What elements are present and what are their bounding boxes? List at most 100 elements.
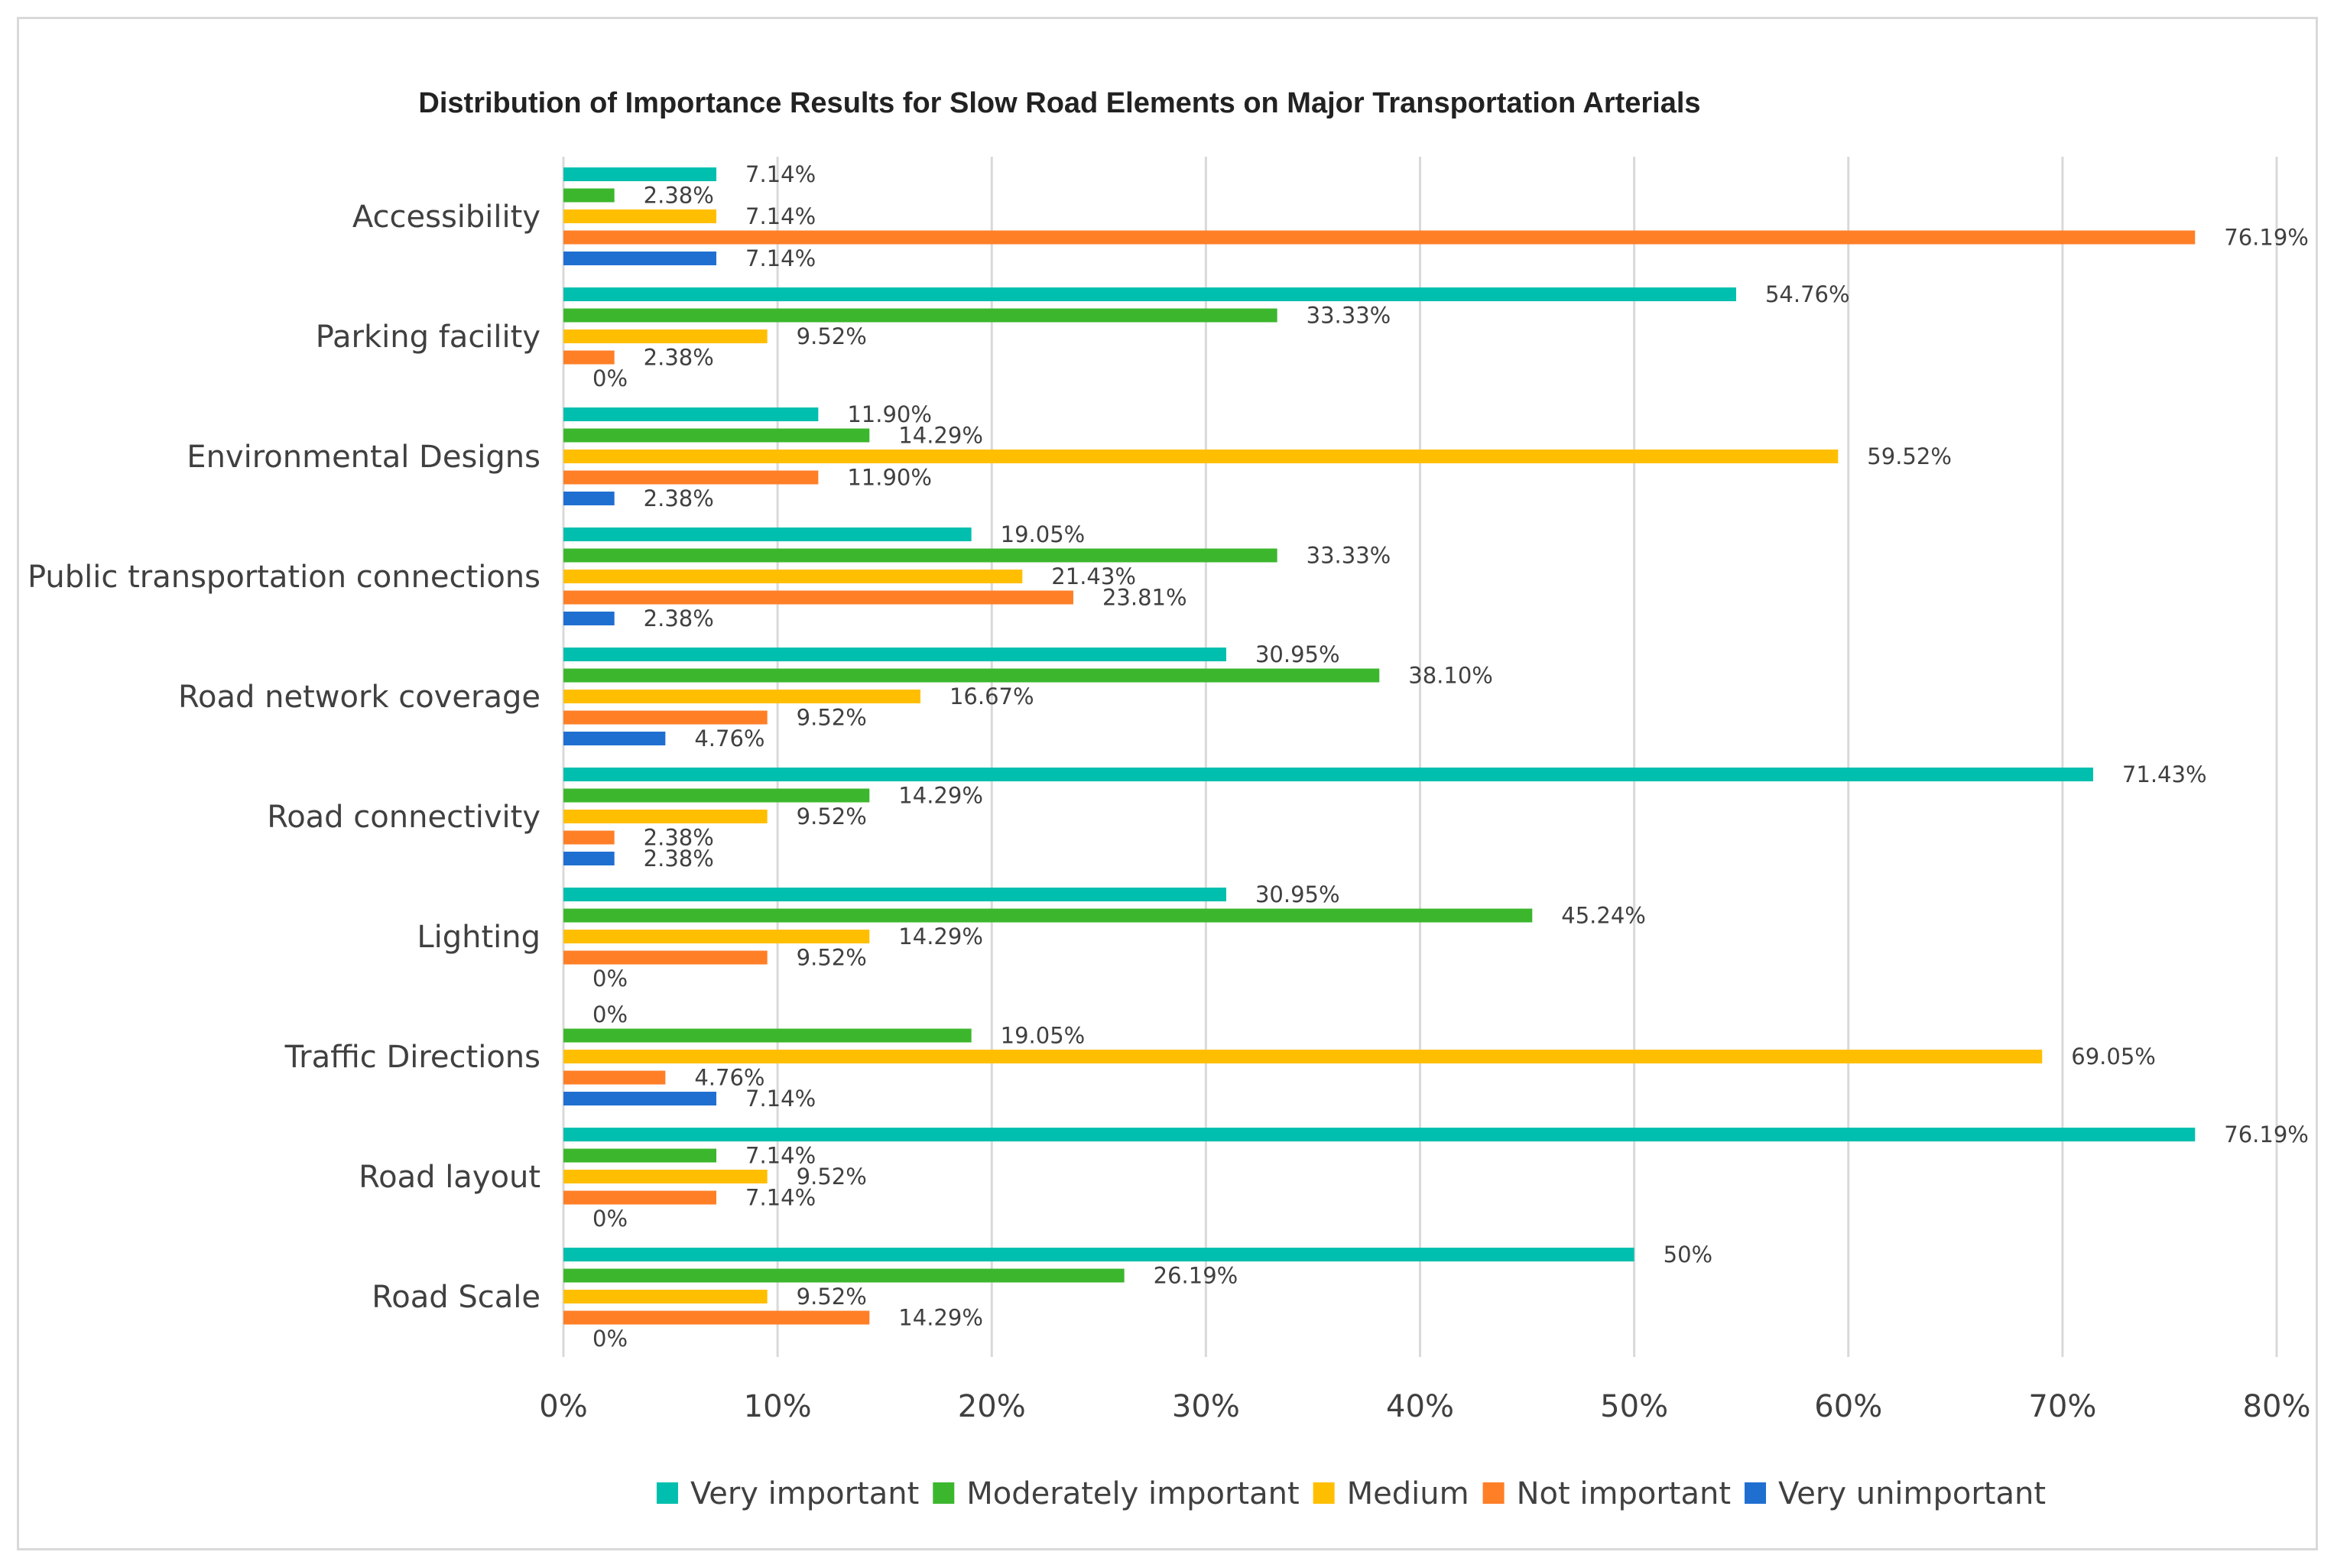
bar-moderately-important-road-layout bbox=[563, 1148, 717, 1163]
bar-medium-environmental-designs bbox=[563, 450, 1839, 463]
x-tick-label: 0% bbox=[539, 1389, 587, 1424]
bar-medium-road-network-coverage bbox=[563, 690, 920, 703]
data-label: 7.14% bbox=[745, 161, 816, 187]
bar-medium-accessibility bbox=[563, 209, 717, 223]
data-label: 14.29% bbox=[898, 423, 983, 449]
legend-label-moderately-important: Moderately important bbox=[966, 1476, 1299, 1511]
bar-not-important-road-scale bbox=[563, 1310, 870, 1325]
category-label-road-network-coverage: Road network coverage bbox=[178, 680, 540, 715]
bar-moderately-important-road-scale bbox=[563, 1268, 1125, 1283]
data-label: 76.19% bbox=[2224, 225, 2309, 251]
bar-medium-lighting bbox=[563, 930, 870, 943]
bar-moderately-important-lighting bbox=[563, 908, 1533, 923]
data-label: 7.14% bbox=[745, 1086, 816, 1112]
data-label: 0% bbox=[592, 1326, 628, 1352]
bar-very-important-parking-facility bbox=[563, 287, 1736, 301]
data-label: 16.67% bbox=[950, 683, 1034, 709]
bar-not-important-environmental-designs bbox=[563, 470, 819, 485]
x-tick-label: 20% bbox=[958, 1389, 1026, 1424]
data-label: 19.05% bbox=[1001, 1023, 1086, 1049]
data-label: 7.14% bbox=[745, 1143, 816, 1169]
x-axis-ticks: 0% 10% 20% 30% 40% 50% 60% 70% 80% bbox=[539, 1389, 2310, 1424]
category-label-road-layout: Road layout bbox=[359, 1160, 540, 1195]
x-tick-label: 50% bbox=[1600, 1389, 1668, 1424]
bar-moderately-important-public-transportation-connections bbox=[563, 548, 1277, 563]
data-label: 14.29% bbox=[898, 1305, 983, 1331]
data-label: 4.76% bbox=[694, 1065, 764, 1091]
bar-very-unimportant-road-network-coverage bbox=[563, 732, 666, 745]
data-label: 2.38% bbox=[644, 183, 714, 209]
data-labels: 7.14% 2.38% 7.14% 76.19% 7.14% 54.76% 33.33% 9.… bbox=[592, 161, 2309, 1352]
data-label: 7.14% bbox=[745, 203, 816, 229]
category-label-public-transportation-connections: Public transportation connections bbox=[28, 560, 540, 595]
bar-not-important-road-layout bbox=[563, 1190, 717, 1205]
data-label: 76.19% bbox=[2224, 1122, 2309, 1148]
bar-very-important-road-layout bbox=[563, 1128, 2196, 1141]
bar-very-important-road-network-coverage bbox=[563, 648, 1226, 661]
data-label: 9.52% bbox=[797, 945, 867, 971]
bar-medium-road-layout bbox=[563, 1170, 768, 1183]
x-tick-label: 70% bbox=[2028, 1389, 2096, 1424]
bar-very-unimportant-environmental-designs bbox=[563, 492, 615, 505]
data-label: 4.76% bbox=[694, 726, 764, 752]
data-label: 21.43% bbox=[1051, 563, 1136, 589]
data-label: 33.33% bbox=[1307, 303, 1391, 329]
category-label-traffic-directions: Traffic Directions bbox=[284, 1040, 540, 1075]
data-label: 2.38% bbox=[644, 345, 714, 371]
legend-swatch-moderately-important bbox=[933, 1482, 955, 1504]
data-label: 14.29% bbox=[898, 783, 983, 809]
category-label-parking-facility: Parking facility bbox=[316, 320, 540, 355]
bar-medium-parking-facility bbox=[563, 330, 768, 343]
bar-very-unimportant-accessibility bbox=[563, 252, 717, 265]
bar-not-important-road-connectivity bbox=[563, 830, 615, 845]
bar-medium-road-connectivity bbox=[563, 810, 768, 823]
category-label-road-scale: Road Scale bbox=[372, 1280, 540, 1315]
bar-not-important-lighting bbox=[563, 950, 768, 965]
data-label: 0% bbox=[592, 966, 628, 992]
bar-very-unimportant-public-transportation-connections bbox=[563, 612, 615, 625]
legend-label-very-unimportant: Very unimportant bbox=[1778, 1476, 2046, 1511]
bar-very-unimportant-road-connectivity bbox=[563, 852, 615, 865]
legend-label-medium: Medium bbox=[1347, 1476, 1469, 1511]
data-label: 11.90% bbox=[847, 465, 932, 491]
data-label: 9.52% bbox=[797, 323, 867, 349]
bar-moderately-important-parking-facility bbox=[563, 308, 1277, 323]
data-label: 30.95% bbox=[1255, 641, 1340, 667]
bar-very-important-road-connectivity bbox=[563, 768, 2093, 781]
category-label-accessibility: Accessibility bbox=[352, 200, 540, 235]
data-label: 0% bbox=[592, 1002, 628, 1027]
data-label: 59.52% bbox=[1867, 443, 1952, 469]
category-label-lighting: Lighting bbox=[417, 920, 540, 955]
x-tick-label: 10% bbox=[744, 1389, 812, 1424]
bar-moderately-important-road-connectivity bbox=[563, 788, 870, 803]
category-label-road-connectivity: Road connectivity bbox=[267, 800, 540, 835]
bar-very-important-road-scale bbox=[563, 1248, 1634, 1261]
data-label: 33.33% bbox=[1307, 543, 1391, 569]
legend-swatch-very-unimportant bbox=[1745, 1482, 1767, 1504]
bar-not-important-accessibility bbox=[563, 230, 2196, 245]
data-label: 45.24% bbox=[1561, 903, 1646, 929]
bar-moderately-important-traffic-directions bbox=[563, 1028, 972, 1043]
bar-very-important-public-transportation-connections bbox=[563, 528, 972, 541]
legend-label-not-important: Not important bbox=[1517, 1476, 1731, 1511]
data-label: 0% bbox=[592, 365, 628, 391]
category-labels: Accessibility Parking facility Environment… bbox=[28, 200, 540, 1315]
bar-medium-public-transportation-connections bbox=[563, 570, 1023, 583]
bar-moderately-important-environmental-designs bbox=[563, 428, 870, 443]
data-label: 26.19% bbox=[1154, 1263, 1238, 1289]
data-label: 14.29% bbox=[898, 924, 983, 950]
data-label: 71.43% bbox=[2122, 761, 2207, 787]
bars bbox=[563, 167, 2196, 1325]
bar-medium-road-scale bbox=[563, 1290, 768, 1303]
data-label: 54.76% bbox=[1765, 281, 1850, 307]
data-label: 9.52% bbox=[797, 705, 867, 731]
data-label: 7.14% bbox=[745, 1185, 816, 1211]
bar-very-important-environmental-designs bbox=[563, 407, 819, 421]
data-label: 2.38% bbox=[644, 485, 714, 511]
data-label: 19.05% bbox=[1001, 521, 1086, 547]
data-label: 2.38% bbox=[644, 605, 714, 631]
bar-not-important-public-transportation-connections bbox=[563, 590, 1073, 605]
data-label: 23.81% bbox=[1102, 585, 1187, 611]
bar-very-unimportant-traffic-directions bbox=[563, 1092, 717, 1105]
